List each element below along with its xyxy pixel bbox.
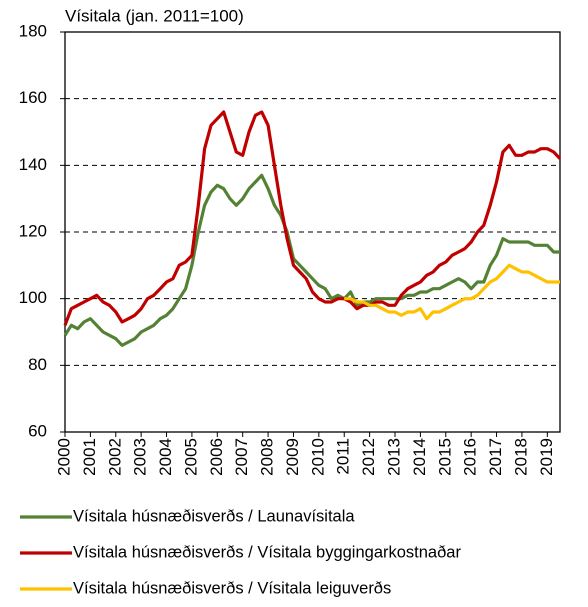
series-line (344, 263, 560, 321)
x-tick-label: 2007 (232, 438, 251, 476)
y-tick-label: 80 (28, 355, 47, 374)
x-tick-label: 2005 (181, 438, 200, 476)
x-tick-label: 2018 (511, 438, 530, 476)
x-tick-label: 2001 (80, 438, 99, 476)
y-tick-label: 140 (19, 155, 47, 174)
x-tick-label: 2019 (537, 438, 556, 476)
plot-frame (64, 31, 561, 433)
y-tick-label: 100 (19, 288, 47, 307)
x-tick-label: 2015 (435, 438, 454, 476)
x-tick-label: 2014 (410, 438, 429, 476)
series-line (63, 110, 562, 326)
y-tick-label: 180 (19, 21, 47, 40)
x-tick-label: 2010 (308, 438, 327, 476)
legend-label: Vísitala húsnæðisverðs / Vísitala byggin… (73, 543, 461, 561)
x-tick-label: 2009 (283, 438, 302, 476)
x-tick-label: 2002 (105, 438, 124, 476)
x-tick-label: 2003 (131, 438, 150, 476)
x-tick-label: 2017 (486, 438, 505, 476)
x-tick-label: 2012 (359, 438, 378, 476)
y-tick-label: 60 (28, 421, 47, 440)
x-tick-label: 2008 (258, 438, 277, 476)
chart-title: Vísitala (jan. 2011=100) (65, 6, 244, 25)
series-line (63, 173, 560, 347)
x-tick-label: 2016 (461, 438, 480, 476)
x-tick-label: 2000 (54, 438, 73, 476)
x-tick-label: 2013 (384, 438, 403, 476)
y-tick-label: 120 (19, 221, 47, 240)
legend-label: Vísitala húsnæðisverðs / Launavísitala (73, 507, 355, 525)
x-tick-label: 2004 (156, 438, 175, 476)
x-tick-label: 2006 (207, 438, 226, 476)
x-tick-label: 2011 (334, 438, 353, 475)
legend-label: Vísitala húsnæðisverðs / Vísitala leiguv… (73, 579, 391, 597)
y-tick-label: 160 (19, 88, 47, 107)
